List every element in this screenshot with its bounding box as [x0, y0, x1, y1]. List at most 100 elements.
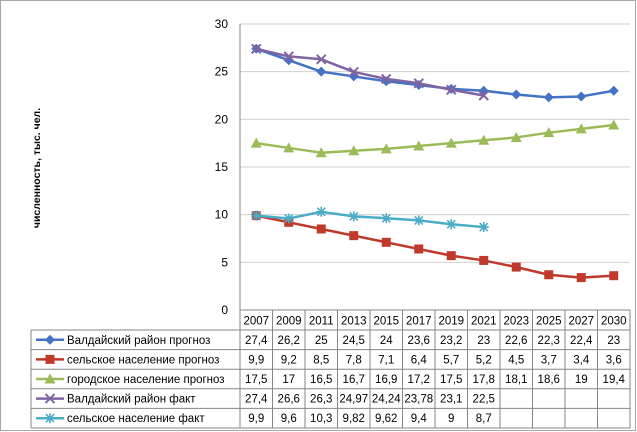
y-tick-label: 0 — [221, 303, 228, 317]
data-point — [251, 43, 262, 54]
y-axis-ticks: 0 5 10 15 20 25 30 — [215, 17, 229, 317]
data-label: 17,5 — [440, 374, 462, 386]
series-5 — [251, 206, 489, 233]
data-point — [608, 119, 620, 130]
data-point — [576, 273, 586, 283]
data-label: 9,4 — [411, 413, 428, 425]
data-label: 9,9 — [248, 354, 264, 366]
series-line — [255, 214, 614, 279]
data-point — [446, 251, 456, 261]
y-tick-label: 30 — [215, 17, 229, 31]
y-tick-label: 5 — [221, 255, 228, 269]
legend-label: Валдайский район факт — [67, 394, 196, 406]
data-point — [609, 271, 619, 281]
x-tick-label: 2015 — [373, 316, 399, 328]
y-tick-label: 15 — [215, 160, 229, 174]
data-point — [479, 255, 489, 265]
data-label: 19,4 — [603, 374, 626, 386]
legend-marker — [45, 354, 55, 364]
data-label: 17,8 — [473, 374, 495, 386]
data-point — [250, 137, 262, 148]
legend-label: городское население прогноз — [67, 374, 225, 386]
data-label: 27,4 — [245, 394, 268, 406]
series-line — [256, 123, 614, 154]
data-label: 17,5 — [245, 374, 267, 386]
data-point — [413, 215, 424, 226]
y-tick-label: 20 — [215, 112, 229, 126]
data-point — [315, 147, 327, 158]
data-label: 9,6 — [281, 413, 297, 425]
data-point — [348, 66, 359, 78]
data-label: 18,6 — [538, 374, 560, 386]
legend-marker — [44, 373, 56, 384]
data-point — [575, 123, 587, 134]
data-label: 22,4 — [570, 335, 593, 347]
legend-key — [36, 334, 64, 345]
data-point — [413, 140, 425, 151]
x-tick-label: 2027 — [568, 316, 594, 328]
data-label: 9 — [448, 413, 454, 425]
data-label: 25 — [315, 335, 328, 347]
x-tick-label: 2021 — [471, 316, 497, 328]
legend-marker — [45, 413, 55, 424]
data-point — [478, 222, 489, 233]
data-point — [283, 213, 294, 224]
data-label: 17 — [282, 374, 295, 386]
data-point — [316, 54, 327, 65]
x-tick-label: 2007 — [243, 316, 269, 328]
data-point — [511, 262, 521, 272]
data-label: 9,62 — [375, 413, 397, 425]
data-point — [316, 224, 326, 234]
data-point — [349, 231, 359, 241]
data-label: 22,3 — [538, 335, 560, 347]
x-tick-label: 2030 — [601, 316, 627, 328]
data-label: 5,2 — [476, 354, 492, 366]
data-label: 4,5 — [508, 354, 524, 366]
y-axis-label: численность, тыс. чел. — [31, 108, 43, 228]
x-tick-label: 2011 — [309, 316, 334, 328]
data-label: 16,5 — [310, 374, 332, 386]
data-label: 19 — [575, 374, 588, 386]
data-point — [446, 84, 457, 95]
data-label: 8,7 — [476, 413, 492, 425]
legend-label: Валдайский район прогноз — [67, 335, 210, 347]
legend-label: сельское население прогноз — [67, 354, 219, 366]
x-tick-label: 2019 — [438, 316, 464, 328]
gridlines — [239, 23, 630, 311]
data-point — [414, 244, 424, 254]
data-label: 16,9 — [375, 374, 397, 386]
data-point — [446, 219, 457, 230]
data-point — [348, 211, 359, 222]
data-label: 7,8 — [346, 354, 362, 366]
data-label: 23,2 — [440, 335, 462, 347]
data-point — [380, 143, 392, 154]
data-point — [348, 145, 360, 156]
data-label: 8,5 — [313, 354, 329, 366]
data-point — [576, 91, 587, 102]
data-point — [381, 237, 391, 247]
x-tick-label: 2009 — [276, 316, 302, 328]
data-point — [478, 134, 490, 145]
series-3 — [250, 119, 620, 158]
data-label: 10,3 — [310, 413, 332, 425]
x-tick-label: 2025 — [536, 316, 562, 328]
y-tick-label: 25 — [215, 65, 229, 79]
legend-key — [36, 393, 64, 404]
data-label: 22,6 — [505, 335, 527, 347]
data-label: 24,5 — [343, 335, 365, 347]
series-line — [256, 210, 484, 229]
data-label: 24 — [380, 335, 393, 347]
data-label: 7,1 — [378, 354, 394, 366]
series-4 — [251, 43, 489, 101]
data-label: 5,7 — [443, 354, 459, 366]
data-label: 23,78 — [404, 394, 433, 406]
data-point — [478, 90, 489, 101]
data-point — [283, 51, 294, 62]
data-label: 26,3 — [310, 394, 332, 406]
data-point — [511, 89, 522, 100]
data-label: 26,2 — [278, 335, 300, 347]
data-point — [381, 73, 392, 85]
data-label: 17,2 — [408, 374, 430, 386]
legend-key — [36, 373, 64, 384]
